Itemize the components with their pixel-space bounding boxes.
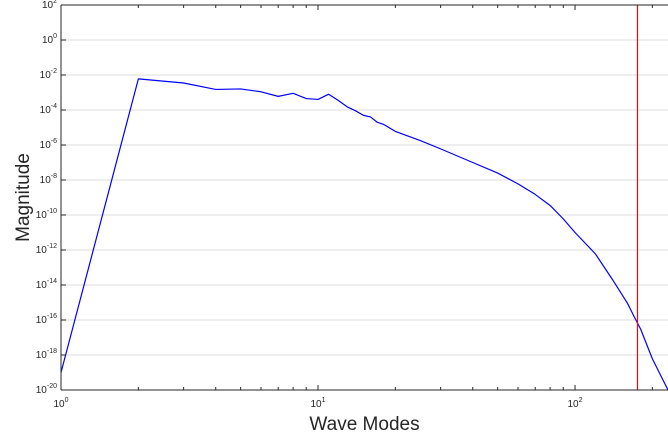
x-tick-label: 100 <box>53 397 68 410</box>
y-tick-exponent: 2 <box>53 0 57 5</box>
y-tick-exponent: -20 <box>47 383 57 390</box>
y-tick-label: 10-16 <box>36 313 57 326</box>
axes <box>60 4 668 391</box>
y-tick-exponent: -8 <box>51 173 57 180</box>
y-tick-label: 100 <box>42 33 57 46</box>
y-tick-label: 10-6 <box>40 138 57 151</box>
y-tick-exponent: -6 <box>51 138 57 145</box>
y-tick-exponent: -14 <box>47 278 57 285</box>
tick-marks <box>60 4 653 391</box>
x-tick-base: 10 <box>53 399 65 410</box>
y-tick-label: 102 <box>42 0 57 11</box>
y-tick-base: 10 <box>42 0 54 11</box>
y-tick-exponent: -18 <box>47 348 57 355</box>
y-tick-base: 10 <box>40 175 52 186</box>
y-tick-exponent: -10 <box>47 208 57 215</box>
x-tick-label: 102 <box>568 397 583 410</box>
x-tick-exponent: 1 <box>322 397 326 404</box>
x-tick-base: 10 <box>568 399 580 410</box>
x-tick-exponent: 2 <box>579 397 583 404</box>
series-line <box>60 78 668 391</box>
y-tick-base: 10 <box>42 35 54 46</box>
y-tick-label: 10-10 <box>36 208 57 221</box>
y-tick-base: 10 <box>36 245 48 256</box>
y-tick-base: 10 <box>40 70 52 81</box>
y-tick-base: 10 <box>36 280 48 291</box>
y-tick-label: 10-12 <box>36 243 57 256</box>
y-tick-exponent: -12 <box>47 243 57 250</box>
y-tick-label: 10-8 <box>40 173 57 186</box>
x-axis-label: Wave Modes <box>309 414 419 435</box>
y-tick-label: 10-2 <box>40 68 57 81</box>
y-tick-label: 10-4 <box>40 103 57 116</box>
y-tick-exponent: -16 <box>47 313 57 320</box>
y-tick-base: 10 <box>36 385 48 396</box>
y-tick-base: 10 <box>36 350 48 361</box>
y-tick-label: 10-18 <box>36 348 57 361</box>
x-tick-base: 10 <box>310 399 322 410</box>
y-tick-exponent: -2 <box>51 68 57 75</box>
y-tick-base: 10 <box>36 315 48 326</box>
series-layer <box>60 78 668 391</box>
y-tick-base: 10 <box>40 105 52 116</box>
y-tick-base: 10 <box>40 140 52 151</box>
y-tick-exponent: 0 <box>53 33 57 40</box>
y-tick-exponent: -4 <box>51 103 57 110</box>
y-axis-label: Magnitude <box>13 153 34 242</box>
tick-labels: 10210010-210-410-610-810-1010-1210-1410-… <box>36 0 583 410</box>
y-tick-label: 10-20 <box>36 383 57 396</box>
x-tick-exponent: 0 <box>65 397 69 404</box>
x-tick-label: 101 <box>310 397 325 410</box>
y-tick-base: 10 <box>36 210 48 221</box>
y-tick-label: 10-14 <box>36 278 57 291</box>
